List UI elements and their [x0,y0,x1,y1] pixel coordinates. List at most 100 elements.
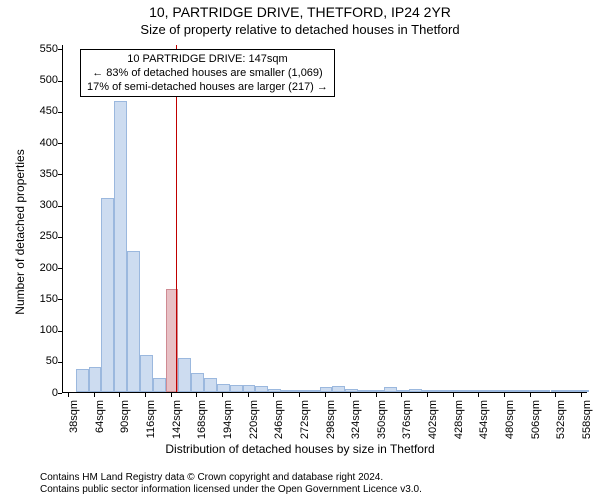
x-tick-label: 38sqm [68,400,80,450]
x-tick-mark [504,393,505,397]
y-tick-mark [58,331,62,332]
x-tick-label: 454sqm [478,400,490,450]
histogram-bar [435,390,448,392]
histogram-bar [448,390,461,392]
y-tick-label: 200 [18,263,58,274]
x-tick-label: 402sqm [427,400,439,450]
histogram-bar [538,390,551,392]
y-tick-mark [58,206,62,207]
y-tick-label: 50 [18,356,58,367]
y-tick-label: 0 [18,388,58,399]
annotation-line-2: ← 83% of detached houses are smaller (1,… [87,66,328,80]
x-tick-label: 142sqm [171,400,183,450]
x-tick-label: 376sqm [401,400,413,450]
histogram-bar [486,390,499,392]
x-tick-mark [401,393,402,397]
x-tick-mark [119,393,120,397]
histogram-bar [153,378,166,392]
histogram-bar [461,390,474,392]
histogram-bar [525,390,538,392]
x-tick-mark [581,393,582,397]
x-tick-mark [325,393,326,397]
x-tick-mark [222,393,223,397]
histogram-bar [307,390,320,392]
y-tick-mark [58,174,62,175]
x-tick-label: 532sqm [555,400,567,450]
chart-container: 10, PARTRIDGE DRIVE, THETFORD, IP24 2YR … [0,0,600,500]
histogram-bar [243,385,256,392]
histogram-bar [563,390,576,392]
x-tick-label: 480sqm [504,400,516,450]
histogram-bar [140,355,153,392]
x-tick-label: 194sqm [222,400,234,450]
footer-line-1: Contains HM Land Registry data © Crown c… [40,472,422,484]
x-tick-mark [171,393,172,397]
histogram-bar [217,384,230,392]
histogram-bar [76,369,89,392]
annotation-line-1: 10 PARTRIDGE DRIVE: 147sqm [87,52,328,66]
y-tick-mark [58,49,62,50]
chart-title: 10, PARTRIDGE DRIVE, THETFORD, IP24 2YR [0,4,600,20]
histogram-bar [178,358,191,392]
x-tick-mark [273,393,274,397]
y-tick-mark [58,362,62,363]
histogram-bar [101,198,114,392]
histogram-bar [576,390,589,392]
y-tick-mark [58,299,62,300]
y-tick-mark [58,81,62,82]
y-tick-label: 300 [18,200,58,211]
histogram-bar [474,390,487,392]
histogram-bar [499,390,512,392]
plot-area [62,45,587,393]
histogram-bar [191,373,204,392]
y-tick-label: 450 [18,106,58,117]
x-tick-label: 246sqm [273,400,285,450]
y-tick-mark [58,237,62,238]
histogram-bar [422,390,435,392]
y-tick-label: 400 [18,138,58,149]
y-tick-label: 150 [18,294,58,305]
x-tick-mark [196,393,197,397]
histogram-bar [114,101,127,392]
x-tick-mark [427,393,428,397]
y-tick-mark [58,112,62,113]
x-tick-mark [248,393,249,397]
histogram-bar [89,367,102,392]
x-tick-label: 350sqm [376,400,388,450]
histogram-bar [281,390,294,392]
annotation-box: 10 PARTRIDGE DRIVE: 147sqm ← 83% of deta… [80,49,335,97]
x-tick-label: 298sqm [325,400,337,450]
x-tick-mark [453,393,454,397]
x-tick-label: 90sqm [119,400,131,450]
histogram-bar [332,386,345,392]
histogram-bar [384,387,397,392]
histogram-bar [294,390,307,392]
annotation-line-3: 17% of semi-detached houses are larger (… [87,80,328,94]
y-tick-label: 550 [18,44,58,55]
histogram-bar [345,389,358,392]
x-tick-label: 272sqm [299,400,311,450]
x-tick-label: 220sqm [248,400,260,450]
histogram-bar [371,390,384,392]
histogram-bar [230,385,243,392]
marker-line [176,45,177,392]
y-tick-label: 500 [18,75,58,86]
histogram-bar [358,390,371,392]
x-tick-label: 428sqm [453,400,465,450]
footer-line-2: Contains public sector information licen… [40,484,422,496]
chart-subtitle: Size of property relative to detached ho… [0,22,600,37]
x-tick-mark [530,393,531,397]
x-tick-label: 506sqm [530,400,542,450]
y-tick-label: 100 [18,325,58,336]
x-tick-label: 168sqm [196,400,208,450]
y-tick-mark [58,393,62,394]
x-tick-label: 116sqm [145,400,157,450]
footer-text: Contains HM Land Registry data © Crown c… [40,472,422,496]
histogram-bar [409,389,422,392]
y-tick-mark [58,268,62,269]
histogram-bar [127,251,140,392]
x-tick-mark [478,393,479,397]
x-tick-mark [145,393,146,397]
histogram-bar [268,389,281,392]
x-tick-mark [94,393,95,397]
